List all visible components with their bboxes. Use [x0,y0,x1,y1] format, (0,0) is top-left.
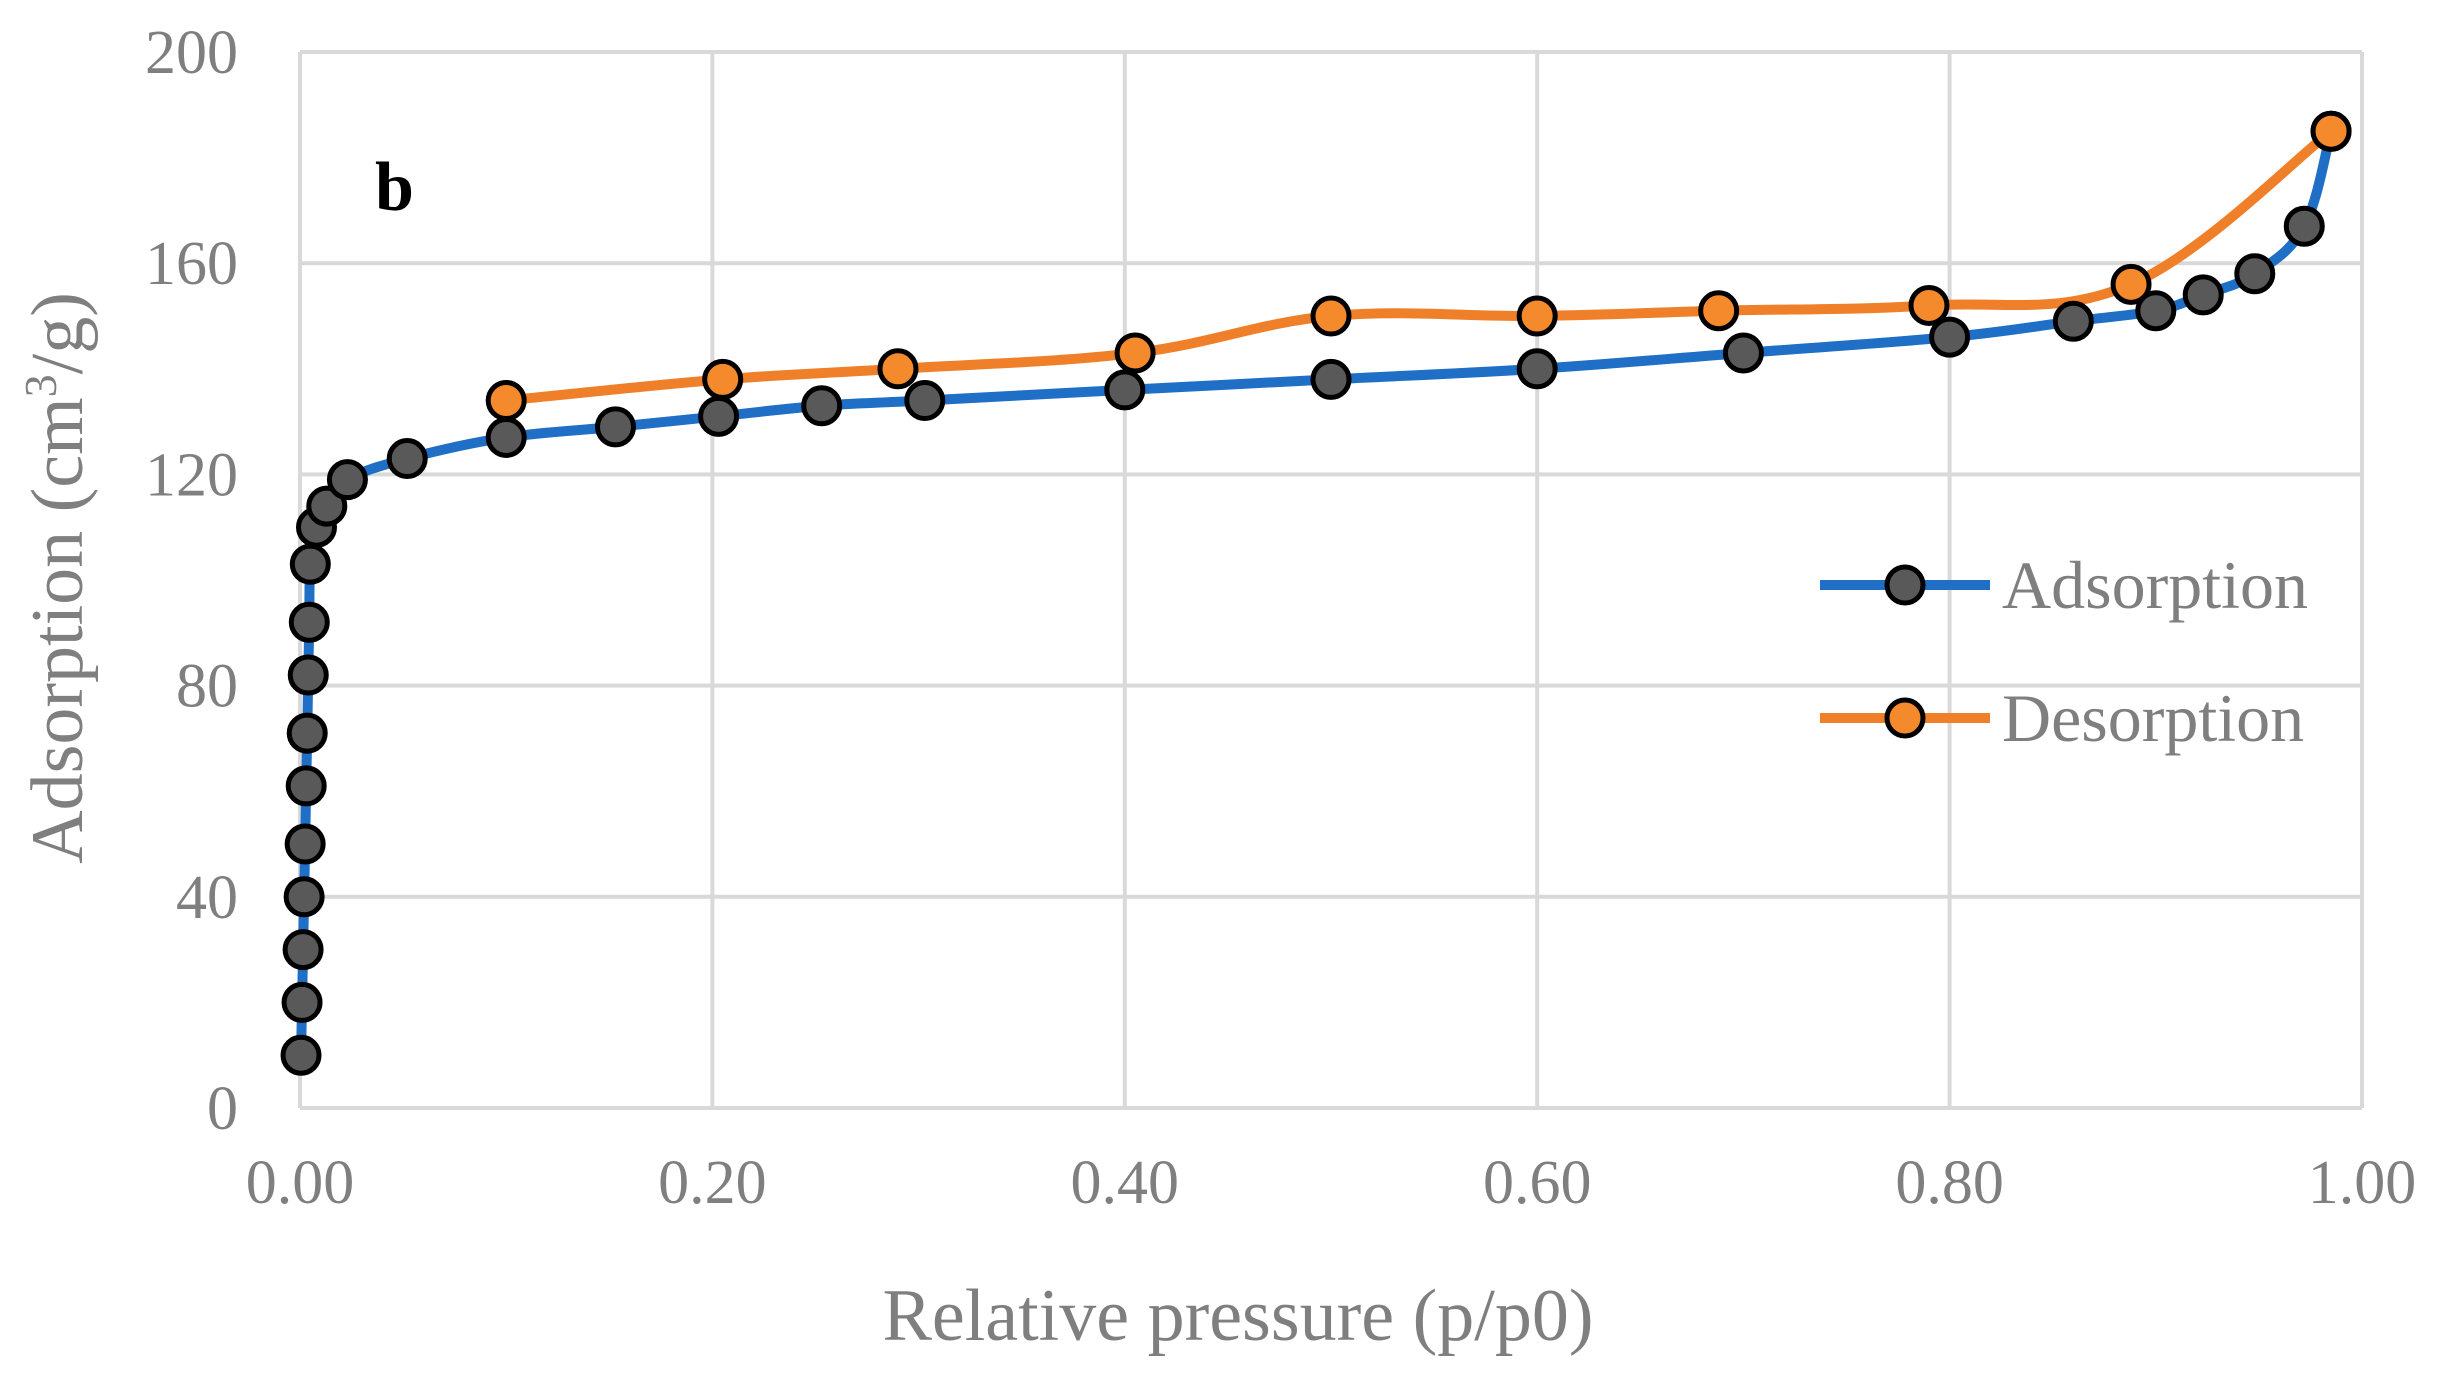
adsorption-point [2052,300,2094,342]
adsorption-point [286,712,328,754]
adsorption-point [2182,274,2224,316]
adsorption-point [1929,316,1971,358]
x-tick-label: 0.60 [1483,1149,1592,1217]
y-tick-label: 40 [176,864,238,932]
x-tick-label: 0.20 [658,1149,767,1217]
adsorption-point [2135,290,2177,332]
x-tick-label: 0.40 [1071,1149,1180,1217]
adsorption-point [288,601,330,643]
y-tick-label: 80 [176,653,238,721]
adsorption-point [326,459,368,501]
y-tick-label: 120 [145,441,238,509]
desorption-point [1516,295,1558,337]
adsorption-point [2234,253,2276,295]
adsorption-point [306,485,348,527]
tick-labels: 0.00 0.20 0.40 0.60 0.80 1.00 0 40 80 120 160 200 [145,19,2416,1217]
adsorption-point [284,823,326,865]
adsorption-point [285,765,327,807]
legend-label-desorption: Desorption [2002,680,2304,756]
legend-item-desorption: Desorption [1820,680,2304,756]
desorption-point [485,379,527,421]
series-line-desorption [501,126,2337,406]
y-tick-label: 200 [145,19,238,87]
adsorption-point [282,929,324,971]
adsorption-point [386,438,428,480]
adsorption-point [289,543,331,585]
adsorption-point [1310,358,1352,400]
legend-marker-adsorption [1884,564,1926,606]
x-axis-title: Relative pressure (p/p0) [883,1275,1594,1357]
adsorption-point [698,395,740,437]
y-axis-title-tail: /g) [17,292,99,374]
adsorption-point [283,876,325,918]
x-tick-label: 0.80 [1895,1149,2004,1217]
adsorption-point [1722,332,1764,374]
y-axis-title-superscript: 3 [15,374,66,397]
series [280,110,2352,1076]
legend-label-adsorption: Adsorption [2002,547,2308,623]
desorption-point [1698,290,1740,332]
x-tick-label: 1.00 [2308,1149,2417,1217]
desorption-point [1310,295,1352,337]
adsorption-point [485,416,527,458]
adsorption-point [287,654,329,696]
y-axis-title: Adsorption (cm3/g) [15,292,99,864]
adsorption-point [2283,205,2325,247]
legend: Adsorption Desorption [1820,547,2308,756]
desorption-point [877,348,919,390]
x-tick-label: 0.00 [246,1149,355,1217]
adsorption-point [280,1034,322,1076]
adsorption-point [281,981,323,1023]
adsorption-point [904,379,946,421]
desorption-point [1908,284,1950,326]
panel-label: b [375,149,414,226]
y-axis-title-main: Adsorption (cm [17,397,99,864]
desorption-point [2110,263,2152,305]
desorption-point [1114,332,1156,374]
adsorption-point [594,406,636,448]
adsorption-point [1104,369,1146,411]
adsorption-point [801,385,843,427]
y-tick-label: 160 [145,230,238,298]
legend-item-adsorption: Adsorption [1820,547,2308,623]
adsorption-point [1516,348,1558,390]
legend-marker-desorption [1884,697,1926,739]
desorption-point [2310,110,2352,152]
desorption-point [702,358,744,400]
y-tick-label: 0 [207,1075,238,1143]
